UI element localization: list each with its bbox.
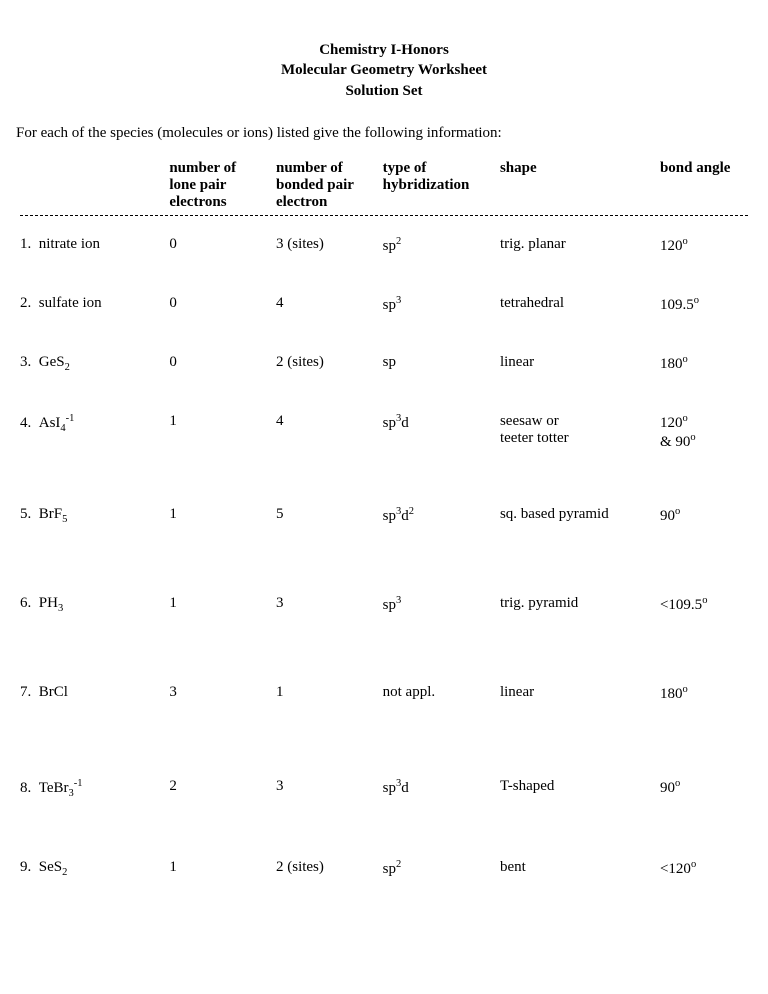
cell-shape: trig. planar xyxy=(496,216,656,275)
cell-shape: trig. pyramid xyxy=(496,560,656,649)
header-species xyxy=(16,160,165,215)
cell-lone-pairs: 2 xyxy=(165,738,272,839)
cell-bonded-pairs: 5 xyxy=(272,471,379,560)
table-row: 2. sulfate ion04sp3tetrahedral109.5o xyxy=(16,275,752,334)
header-lone-pairs: number oflone pairelectrons xyxy=(165,160,272,215)
table-row: 5. BrF515sp3d2sq. based pyramid90o xyxy=(16,471,752,560)
cell-bond-angle: 120o xyxy=(656,216,752,275)
cell-species: 4. AsI4-1 xyxy=(16,393,165,471)
cell-shape: tetrahedral xyxy=(496,275,656,334)
cell-hybridization: sp xyxy=(379,334,496,393)
cell-shape: T-shaped xyxy=(496,738,656,839)
cell-bond-angle: 180o xyxy=(656,649,752,738)
cell-bonded-pairs: 3 xyxy=(272,560,379,649)
cell-hybridization: not appl. xyxy=(379,649,496,738)
header-bond-angle: bond angle xyxy=(656,160,752,215)
table-body: 1. nitrate ion03 (sites)sp2trig. planar1… xyxy=(16,216,752,898)
cell-species: 8. TeBr3-1 xyxy=(16,738,165,839)
cell-species: 6. PH3 xyxy=(16,560,165,649)
table-row: 1. nitrate ion03 (sites)sp2trig. planar1… xyxy=(16,216,752,275)
cell-bonded-pairs: 2 (sites) xyxy=(272,839,379,898)
geometry-table: number oflone pairelectrons number ofbon… xyxy=(16,160,752,898)
cell-bonded-pairs: 2 (sites) xyxy=(272,334,379,393)
cell-species: 2. sulfate ion xyxy=(16,275,165,334)
cell-lone-pairs: 1 xyxy=(165,839,272,898)
cell-hybridization: sp3d xyxy=(379,393,496,471)
cell-lone-pairs: 1 xyxy=(165,393,272,471)
table-row: 3. GeS202 (sites)splinear180o xyxy=(16,334,752,393)
cell-shape: seesaw orteeter totter xyxy=(496,393,656,471)
cell-bond-angle: 180o xyxy=(656,334,752,393)
cell-shape: bent xyxy=(496,839,656,898)
cell-bond-angle: 120o& 90o xyxy=(656,393,752,471)
cell-lone-pairs: 1 xyxy=(165,560,272,649)
cell-bonded-pairs: 3 xyxy=(272,738,379,839)
cell-hybridization: sp3 xyxy=(379,275,496,334)
table-row: 4. AsI4-114sp3dseesaw orteeter totter120… xyxy=(16,393,752,471)
title-block: Chemistry I-Honors Molecular Geometry Wo… xyxy=(16,40,752,101)
header-hybridization: type ofhybridization xyxy=(379,160,496,215)
table-row: 6. PH313sp3trig. pyramid<109.5o xyxy=(16,560,752,649)
cell-species: 3. GeS2 xyxy=(16,334,165,393)
title-line-3: Solution Set xyxy=(16,81,752,101)
title-line-2: Molecular Geometry Worksheet xyxy=(16,60,752,80)
cell-species: 9. SeS2 xyxy=(16,839,165,898)
cell-bond-angle: 90o xyxy=(656,738,752,839)
cell-bonded-pairs: 4 xyxy=(272,275,379,334)
cell-hybridization: sp3d2 xyxy=(379,471,496,560)
header-shape: shape xyxy=(496,160,656,215)
header-bonded-pairs: number ofbonded pairelectron xyxy=(272,160,379,215)
intro-text: For each of the species (molecules or io… xyxy=(16,125,752,142)
table-row: 7. BrCl31not appl.linear180o xyxy=(16,649,752,738)
cell-shape: sq. based pyramid xyxy=(496,471,656,560)
cell-lone-pairs: 3 xyxy=(165,649,272,738)
title-line-1: Chemistry I-Honors xyxy=(16,40,752,60)
cell-lone-pairs: 0 xyxy=(165,275,272,334)
cell-bonded-pairs: 4 xyxy=(272,393,379,471)
cell-bonded-pairs: 3 (sites) xyxy=(272,216,379,275)
table-row: 8. TeBr3-123sp3dT-shaped90o xyxy=(16,738,752,839)
cell-hybridization: sp3 xyxy=(379,560,496,649)
cell-lone-pairs: 1 xyxy=(165,471,272,560)
cell-bond-angle: <109.5o xyxy=(656,560,752,649)
cell-species: 7. BrCl xyxy=(16,649,165,738)
cell-lone-pairs: 0 xyxy=(165,334,272,393)
header-row: number oflone pairelectrons number ofbon… xyxy=(16,160,752,215)
cell-bonded-pairs: 1 xyxy=(272,649,379,738)
cell-species: 5. BrF5 xyxy=(16,471,165,560)
cell-shape: linear xyxy=(496,334,656,393)
cell-hybridization: sp2 xyxy=(379,839,496,898)
cell-shape: linear xyxy=(496,649,656,738)
cell-species: 1. nitrate ion xyxy=(16,216,165,275)
cell-lone-pairs: 0 xyxy=(165,216,272,275)
cell-bond-angle: <120o xyxy=(656,839,752,898)
cell-hybridization: sp2 xyxy=(379,216,496,275)
cell-bond-angle: 109.5o xyxy=(656,275,752,334)
table-row: 9. SeS212 (sites)sp2bent<120o xyxy=(16,839,752,898)
cell-hybridization: sp3d xyxy=(379,738,496,839)
cell-bond-angle: 90o xyxy=(656,471,752,560)
